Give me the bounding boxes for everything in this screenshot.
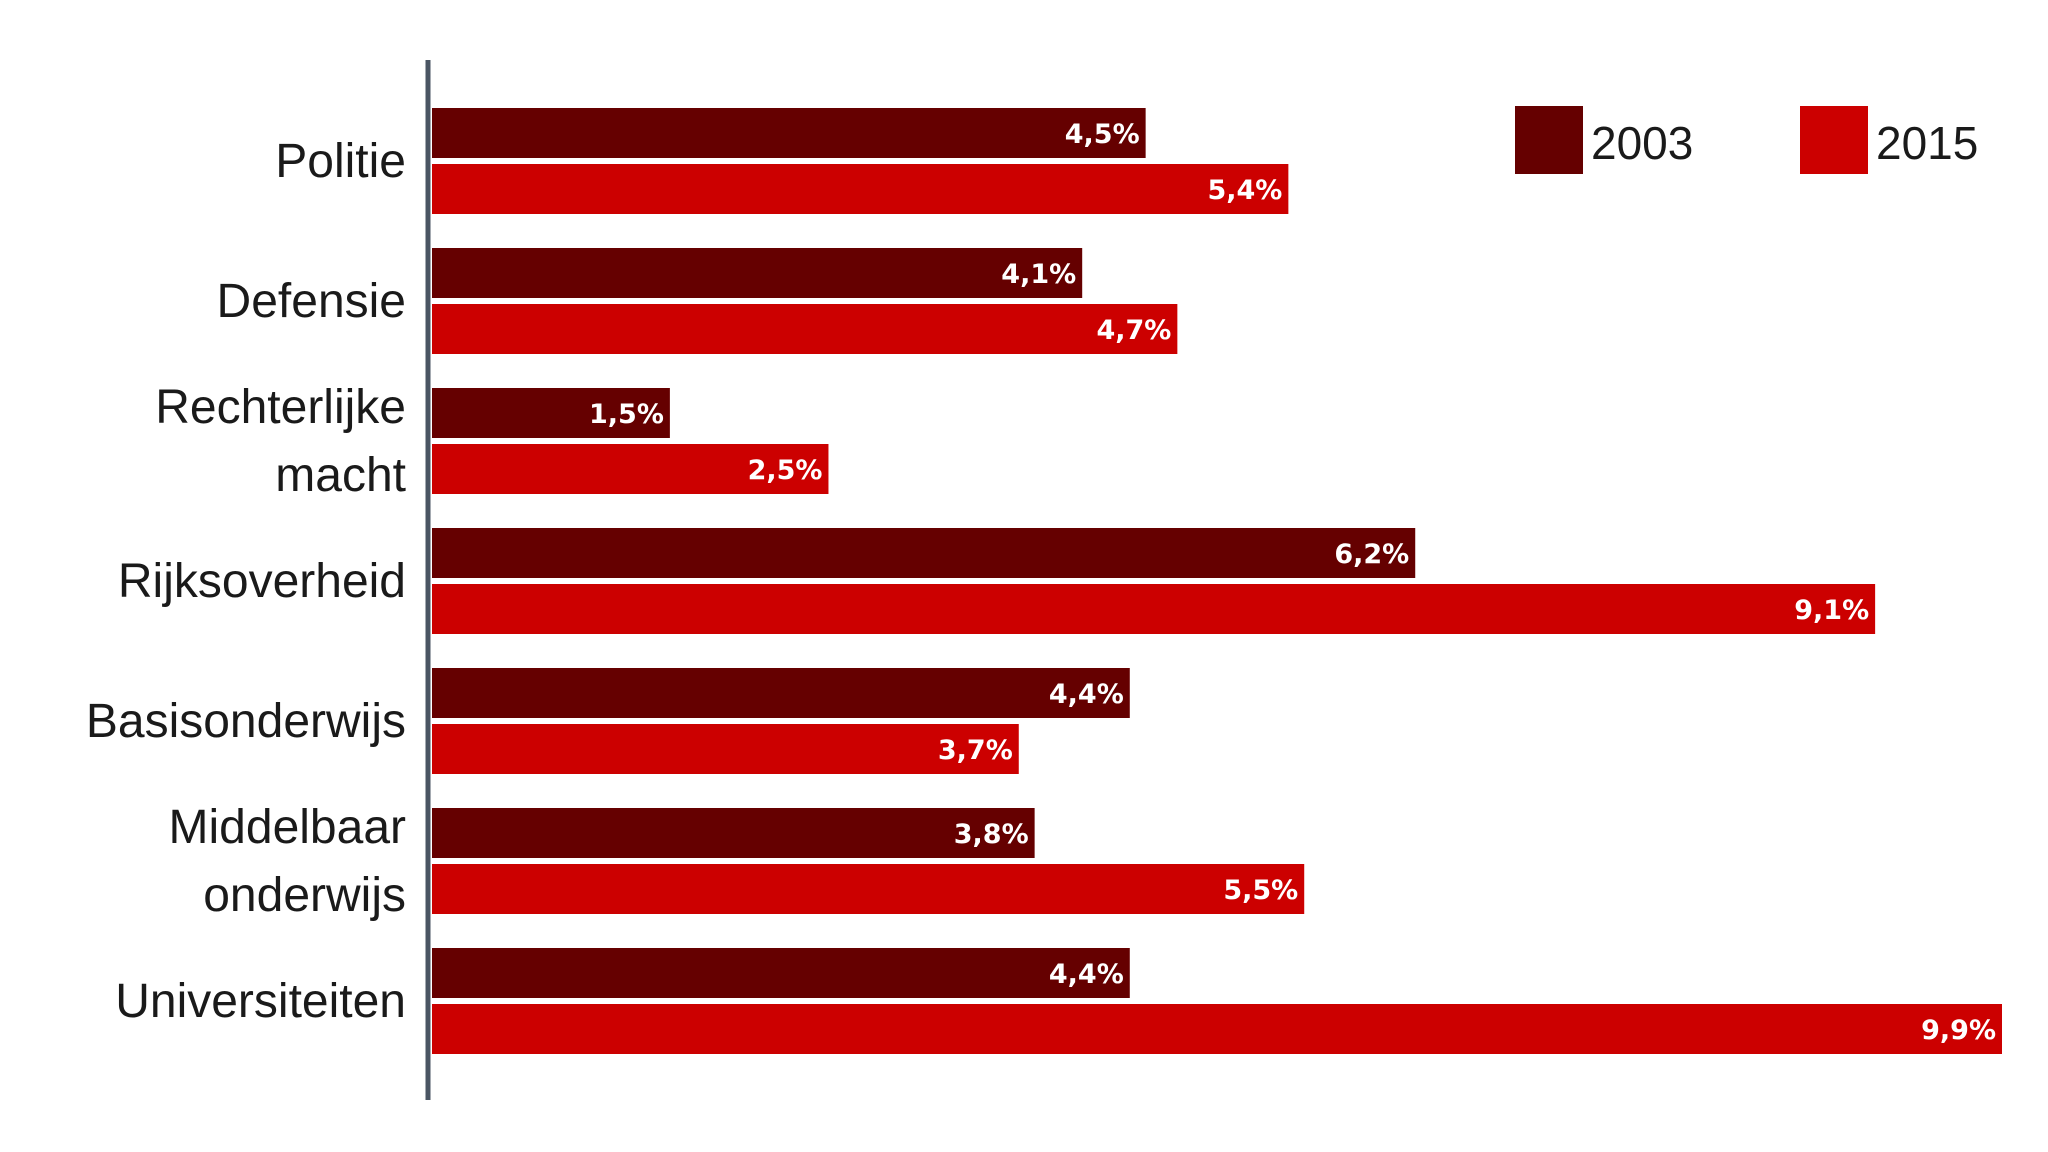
bar-2015-5 — [432, 864, 1305, 914]
bar-2015-3 — [432, 584, 1876, 634]
data-label-2015-0: 5,4% — [1207, 175, 1282, 206]
data-label-2003-1: 4,1% — [1001, 259, 1076, 290]
bar-2003-1 — [432, 248, 1083, 298]
data-label-2015-1: 4,7% — [1096, 315, 1171, 346]
bar-2015-2 — [432, 444, 829, 494]
bar-2003-4 — [432, 668, 1130, 718]
bar-2015-6 — [432, 1004, 2002, 1054]
bar-2003-6 — [432, 948, 1130, 998]
category-label-5-1: onderwijs — [203, 869, 406, 922]
category-label-0-0: Politie — [275, 135, 406, 188]
category-label-4-0: Basisonderwijs — [86, 695, 406, 748]
legend-label-2003: 2003 — [1591, 117, 1693, 169]
data-label-2015-4: 3,7% — [938, 735, 1013, 766]
legend-swatch-2015 — [1800, 106, 1868, 174]
category-label-3-0: Rijksoverheid — [118, 555, 406, 608]
bar-2015-1 — [432, 304, 1178, 354]
bar-2015-0 — [432, 164, 1289, 214]
data-label-2003-5: 3,8% — [954, 819, 1029, 850]
legend: 2003 2015 — [1515, 106, 1978, 174]
data-label-2015-2: 2,5% — [748, 455, 823, 486]
data-label-2003-3: 6,2% — [1334, 539, 1409, 570]
category-label-2-0: Rechterlijke — [155, 381, 406, 434]
category-label-1-0: Defensie — [217, 275, 406, 328]
data-label-2003-6: 4,4% — [1049, 959, 1124, 990]
bar-2015-4 — [432, 724, 1019, 774]
category-label-2-1: macht — [275, 449, 406, 502]
bar-2003-2 — [432, 388, 670, 438]
category-labels: Politie Defensie Rechterlijke macht Rijksove… — [86, 135, 406, 1028]
category-label-5-0: Middelbaar — [169, 801, 406, 854]
data-label-2015-6: 9,9% — [1921, 1015, 1996, 1046]
bars-group: 4,5% 5,4% 4,1% 4,7% 1,5% 2,5% 6,2% 9,1% 4,4% 3,7%… — [432, 108, 2002, 1054]
bar-2003-3 — [432, 528, 1416, 578]
bar-2003-0 — [432, 108, 1146, 158]
data-label-2015-3: 9,1% — [1794, 595, 1869, 626]
data-label-2015-5: 5,5% — [1223, 875, 1298, 906]
data-label-2003-0: 4,5% — [1065, 119, 1140, 150]
data-label-2003-4: 4,4% — [1049, 679, 1124, 710]
category-label-6-0: Universiteiten — [115, 975, 406, 1028]
bar-2003-5 — [432, 808, 1035, 858]
legend-label-2015: 2015 — [1876, 117, 1978, 169]
data-label-2003-2: 1,5% — [589, 399, 664, 430]
legend-swatch-2003 — [1515, 106, 1583, 174]
